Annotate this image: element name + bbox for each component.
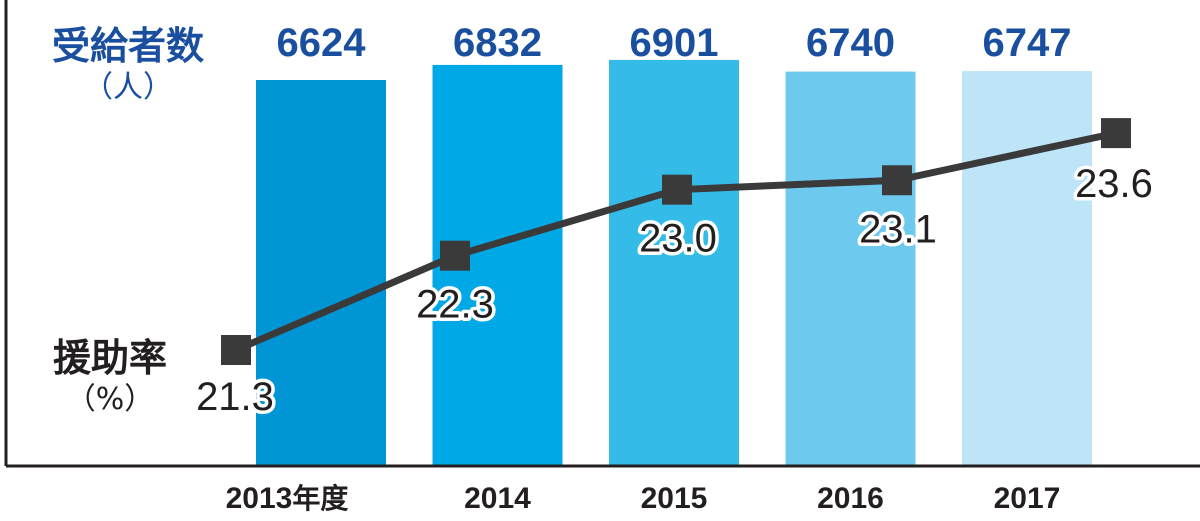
bar-value-label: 6747 (983, 21, 1072, 65)
bar-series-label: 受給者数 （人） (40, 24, 216, 106)
bar-2015 (609, 59, 739, 466)
x-tick-label: 2015 (641, 482, 708, 515)
line-series-unit: （%） (65, 381, 155, 417)
line-series-name: 援助率 (52, 336, 167, 380)
x-tick-labels: 2013年度 2014 2015 2016 2017 (226, 482, 1061, 515)
bar-2016 (785, 71, 916, 466)
rate-point-label: 23.6 (1075, 162, 1153, 206)
bar-value-label: 6901 (630, 21, 719, 65)
rate-point-label: 23.0 (639, 217, 717, 261)
rate-marker (882, 165, 912, 196)
rate-marker (221, 335, 251, 365)
bar-group (256, 59, 1092, 467)
bar-2017 (962, 71, 1092, 467)
x-tick-label: 2014 (464, 482, 531, 515)
bar-2013 (256, 80, 386, 466)
x-tick-label: 2017 (994, 482, 1061, 515)
bar-value-label: 6740 (806, 21, 895, 65)
bar-label-group: 6624 6832 6901 6740 6747 (277, 21, 1072, 65)
bar-value-label: 6624 (277, 21, 367, 65)
x-tick-label: 2016 (817, 482, 884, 515)
rate-marker (1101, 118, 1131, 149)
rate-point-label: 21.3 (196, 375, 274, 419)
rate-point-labels: 21.3 22.3 23.0 23.1 23.6 (193, 159, 1157, 423)
rate-point-label: 22.3 (416, 283, 494, 327)
x-tick-suffix: 年度 (292, 482, 348, 515)
rate-markers (221, 118, 1131, 365)
rate-point-label: 23.1 (859, 207, 937, 251)
bar-series-unit: （人） (83, 69, 173, 105)
bar-value-label: 6832 (453, 21, 542, 65)
line-series-label: 援助率 （%） (20, 336, 200, 418)
rate-marker (440, 240, 470, 271)
bar-series-name: 受給者数 (51, 24, 204, 68)
rate-marker (662, 174, 692, 205)
x-tick-label: 2013年度 (226, 482, 349, 515)
